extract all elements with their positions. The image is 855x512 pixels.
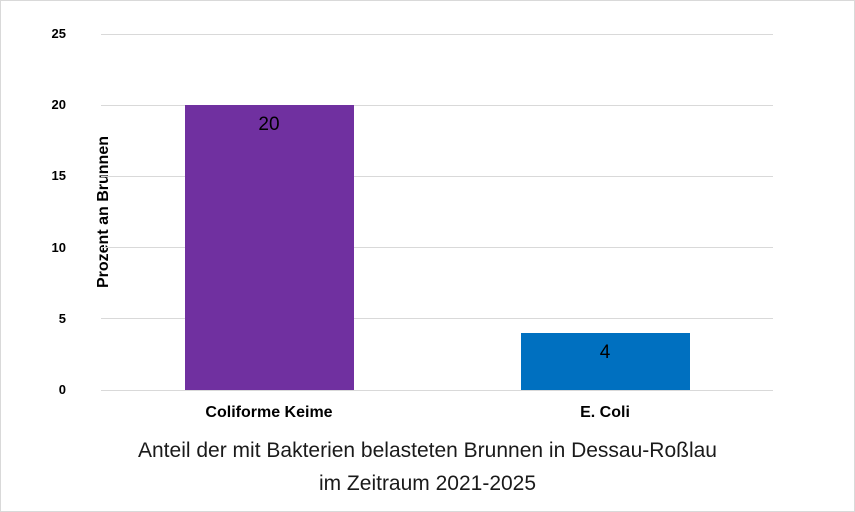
x-category-label-coliforme-keime: Coliforme Keime [205, 404, 333, 421]
gridline-y-20 [101, 104, 773, 106]
gridline-y-25 [101, 33, 773, 35]
gridline-y-0 [101, 389, 773, 391]
chart-title-line-1: Anteil der mit Bakterien belasteten Brun… [138, 439, 717, 462]
plot-area: 20 4 [101, 33, 773, 391]
y-tick-label-0: 0 [58, 382, 66, 397]
bar-coliforme-keime: 20 [184, 105, 354, 390]
y-tick-label-5: 5 [58, 310, 66, 326]
y-tick-label-10: 10 [51, 239, 66, 255]
y-tick-label-25: 25 [51, 26, 66, 41]
bar-e-coli: 4 [520, 333, 690, 390]
x-category-label-e-coli: E. Coli [580, 404, 630, 421]
chart-title-line-2: im Zeitraum 2021-2025 [318, 472, 537, 495]
chart-title: Anteil der mit Bakterien belasteten Brun… [1, 434, 854, 500]
bar-value-label-e-coli: 4 [599, 342, 611, 363]
gridline-y-15 [101, 175, 773, 177]
bar-value-label-coliforme-keime: 20 [258, 114, 280, 135]
y-tick-label-20: 20 [51, 97, 66, 113]
y-tick-label-15: 15 [51, 168, 66, 184]
gridline-y-5 [101, 318, 773, 320]
gridline-y-10 [101, 247, 773, 249]
